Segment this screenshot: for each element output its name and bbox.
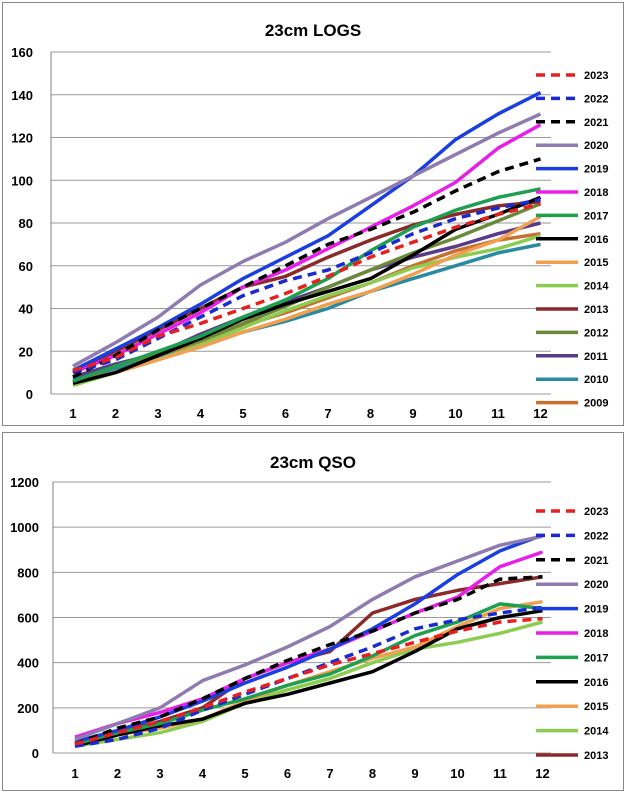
legend-label-2012: 2012	[584, 327, 608, 339]
qso-x-tick-label: 11	[493, 766, 507, 781]
logs-x-tick-label: 10	[448, 406, 462, 421]
series-line-2020	[74, 534, 543, 742]
series-line-2021	[72, 157, 542, 379]
logs-x-tick-label: 12	[533, 406, 547, 421]
legend-label-2021: 2021	[584, 555, 608, 567]
series-line-2020	[72, 112, 542, 368]
qso-x-tick-label: 4	[199, 766, 207, 781]
qso-y-tick-label: 600	[17, 611, 39, 626]
logs-y-tick-label: 40	[19, 302, 33, 317]
qso-x-tick-label: 9	[411, 766, 418, 781]
legend-label-2014: 2014	[584, 726, 609, 738]
qso-x-tick-label: 1	[71, 766, 78, 781]
qso-x-tick-label: 6	[284, 766, 291, 781]
series-line-2016	[74, 608, 543, 748]
legend-label-2011: 2011	[584, 351, 608, 363]
series-line-2023	[74, 616, 543, 746]
qso-y-tick-label: 400	[17, 656, 39, 671]
logs-x-tick-label: 1	[69, 406, 76, 421]
qso-x-tick-label: 8	[369, 766, 376, 781]
legend-label-2009: 2009	[584, 398, 608, 410]
logs-y-tick-label: 80	[19, 216, 33, 231]
logs-x-tick-label: 3	[154, 406, 161, 421]
legend-label-2017: 2017	[584, 652, 608, 664]
series-line-2022	[72, 197, 541, 375]
series-line-2021	[74, 575, 543, 746]
legend-label-2023: 2023	[584, 506, 608, 518]
logs-x-tick-label: 7	[324, 406, 331, 421]
legend-label-2015: 2015	[584, 701, 608, 713]
legend-label-2015: 2015	[584, 257, 608, 269]
legend-label-2014: 2014	[584, 281, 609, 293]
qso-y-tick-label: 800	[17, 565, 39, 580]
series-line-2016	[72, 195, 542, 385]
legend-label-2010: 2010	[584, 374, 608, 386]
logs-y-tick-label: 140	[11, 88, 33, 103]
legend-label-2013: 2013	[584, 750, 608, 762]
logs-x-tick-label: 4	[197, 406, 205, 421]
logs-y-tick-label: 160	[11, 45, 33, 60]
qso-y-tick-label: 200	[17, 701, 39, 716]
logs-y-tick-label: 0	[26, 387, 33, 402]
series-line-2018	[74, 550, 544, 739]
logs-x-tick-label: 6	[282, 406, 289, 421]
qso-chart-panel: 23cm QSO 0 200 400 600 800 1000 1200 1 2 3 4 5 6 7 8 9 10…	[2, 432, 624, 791]
legend-label-2017: 2017	[584, 210, 608, 222]
qso-x-tick-label: 10	[450, 766, 464, 781]
qso-y-tick-label: 1200	[10, 475, 39, 490]
legend-label-2021: 2021	[584, 117, 608, 129]
qso-y-tick-label: 1000	[10, 520, 39, 535]
qso-x-tick-label: 3	[156, 766, 163, 781]
logs-y-tick-label: 120	[11, 131, 33, 146]
logs-x-tick-label: 5	[239, 406, 246, 421]
series-line-2013	[72, 199, 541, 375]
legend-label-2022: 2022	[584, 93, 608, 105]
legend-label-2016: 2016	[584, 677, 608, 689]
series-line-2014	[74, 620, 543, 748]
logs-x-tick-label: 2	[112, 406, 119, 421]
logs-chart-title: 23cm LOGS	[265, 21, 361, 40]
logs-x-tick-label: 8	[367, 406, 374, 421]
logs-y-tick-label: 60	[19, 259, 33, 274]
qso-chart-title: 23cm QSO	[270, 453, 356, 472]
legend-label-2013: 2013	[584, 304, 608, 316]
qso-x-tick-label: 7	[326, 766, 333, 781]
legend-label-2019: 2019	[584, 604, 608, 616]
qso-x-tick-label: 5	[241, 766, 248, 781]
legend-label-2020: 2020	[584, 579, 608, 591]
qso-y-tick-label: 0	[32, 746, 39, 761]
logs-y-tick-label: 20	[19, 344, 33, 359]
logs-chart-panel: 23cm LOGS 0 20 40 60 80 100 120 140 160 1 2 3 4 5 6 7 8 9 1…	[2, 2, 624, 426]
series-line-2019	[72, 91, 542, 373]
qso-x-tick-label: 2	[114, 766, 121, 781]
series-line-2015	[72, 215, 542, 385]
series-line-2013	[74, 575, 543, 746]
legend-label-2023: 2023	[584, 70, 608, 82]
legend-label-2020: 2020	[584, 140, 608, 152]
logs-y-tick-label: 100	[11, 173, 33, 188]
logs-x-tick-label: 11	[491, 406, 505, 421]
legend-label-2019: 2019	[584, 164, 608, 176]
legend-label-2018: 2018	[584, 187, 608, 199]
legend-label-2016: 2016	[584, 234, 608, 246]
qso-x-tick-label: 12	[535, 766, 549, 781]
logs-x-tick-label: 9	[409, 406, 416, 421]
series-line-2018	[72, 123, 542, 375]
series-line-2017	[72, 187, 541, 383]
legend-label-2018: 2018	[584, 628, 608, 640]
legend-label-2022: 2022	[584, 530, 608, 542]
